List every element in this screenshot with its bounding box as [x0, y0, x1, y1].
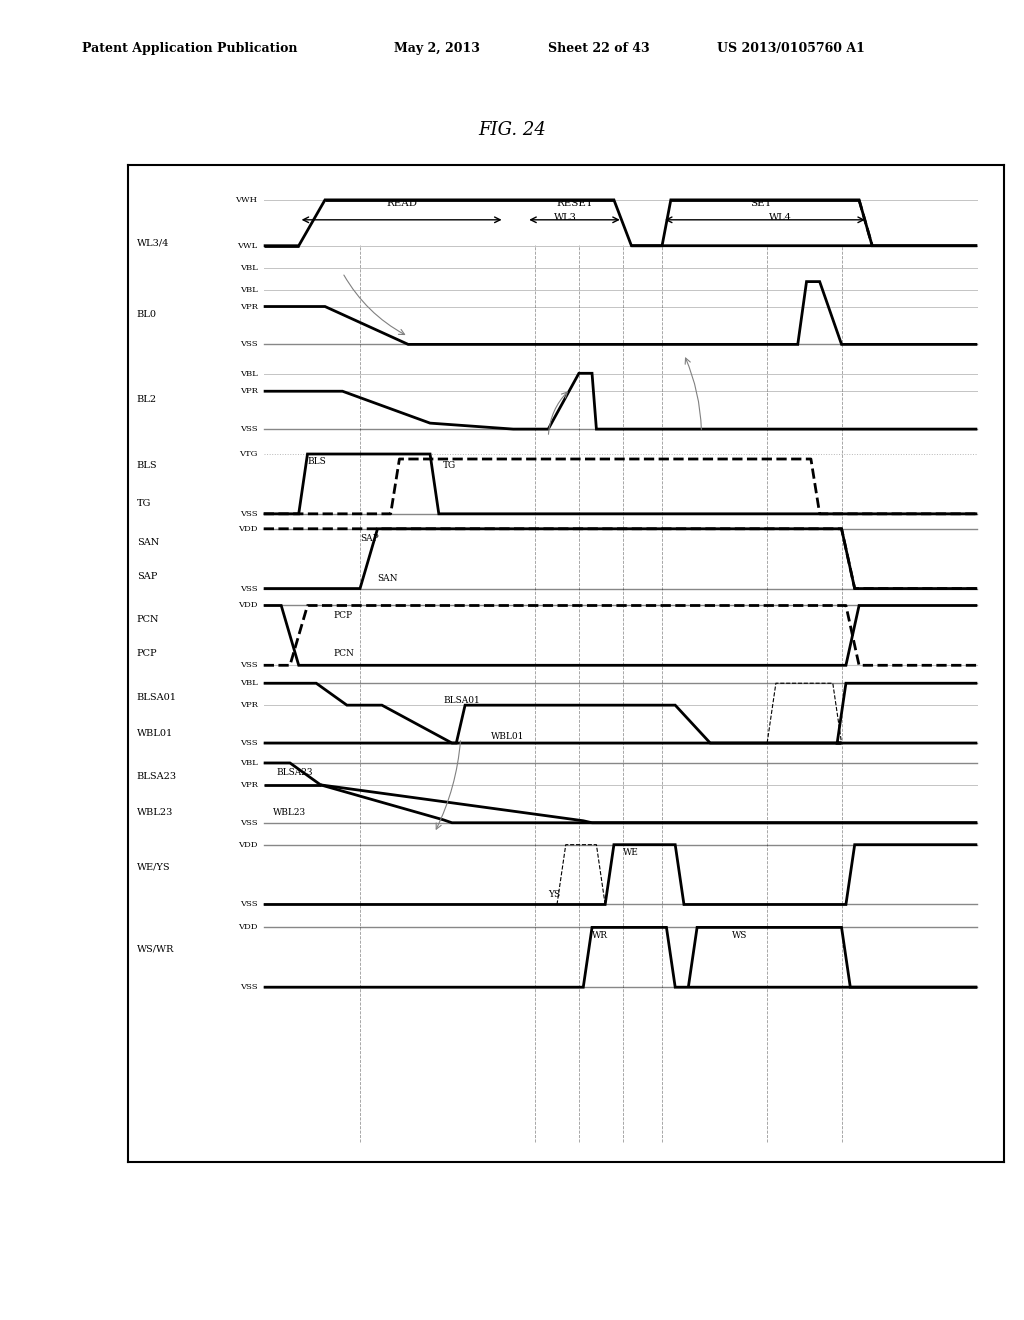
- Text: TG: TG: [443, 462, 457, 470]
- Text: VSS: VSS: [240, 510, 258, 517]
- Text: VBL: VBL: [240, 264, 258, 272]
- Text: VDD: VDD: [238, 924, 258, 932]
- Text: BLSA01: BLSA01: [443, 696, 480, 705]
- Text: WL4: WL4: [769, 214, 792, 222]
- Text: VSS: VSS: [240, 661, 258, 669]
- Text: BLSA23: BLSA23: [137, 772, 177, 781]
- Text: VSS: VSS: [240, 585, 258, 593]
- Text: WE: WE: [623, 849, 639, 857]
- Text: BL0: BL0: [137, 310, 157, 319]
- Text: WR: WR: [592, 931, 608, 940]
- Text: BLS: BLS: [137, 462, 158, 470]
- Text: PCP: PCP: [334, 611, 353, 620]
- Text: VPR: VPR: [240, 302, 258, 310]
- Text: WBL23: WBL23: [137, 808, 173, 817]
- Text: VSS: VSS: [240, 983, 258, 991]
- Text: May 2, 2013: May 2, 2013: [394, 42, 480, 55]
- Text: BLS: BLS: [307, 458, 327, 466]
- Text: PCP: PCP: [137, 649, 158, 657]
- Text: VSS: VSS: [240, 341, 258, 348]
- Text: READ: READ: [386, 199, 417, 207]
- Text: WBL01: WBL01: [137, 729, 173, 738]
- Text: VSS: VSS: [240, 818, 258, 826]
- Text: US 2013/0105760 A1: US 2013/0105760 A1: [717, 42, 864, 55]
- Text: VDD: VDD: [238, 602, 258, 610]
- Text: WE/YS: WE/YS: [137, 862, 170, 871]
- Text: VSS: VSS: [240, 425, 258, 433]
- Text: BL2: BL2: [137, 395, 157, 404]
- Text: SET: SET: [750, 199, 771, 207]
- Text: VPR: VPR: [240, 701, 258, 709]
- Text: VSS: VSS: [240, 739, 258, 747]
- Text: Patent Application Publication: Patent Application Publication: [82, 42, 297, 55]
- Text: VWH: VWH: [236, 195, 258, 203]
- Text: WS: WS: [732, 931, 748, 940]
- Text: RESET: RESET: [556, 199, 593, 207]
- Text: VPR: VPR: [240, 387, 258, 395]
- Text: WBL01: WBL01: [492, 731, 524, 741]
- Text: VPR: VPR: [240, 781, 258, 789]
- Text: WL3/4: WL3/4: [137, 238, 169, 247]
- Text: VTG: VTG: [240, 450, 258, 458]
- Text: YS: YS: [548, 890, 560, 899]
- Text: TG: TG: [137, 499, 152, 508]
- Text: WL3: WL3: [554, 214, 578, 222]
- Text: PCN: PCN: [334, 649, 354, 657]
- Text: VBL: VBL: [240, 680, 258, 688]
- Text: SAP: SAP: [360, 535, 379, 544]
- Text: WS/WR: WS/WR: [137, 945, 174, 954]
- Text: VBL: VBL: [240, 285, 258, 293]
- Text: BLSA23: BLSA23: [276, 768, 313, 777]
- Text: VSS: VSS: [240, 900, 258, 908]
- Text: SAP: SAP: [137, 572, 157, 581]
- Text: VBL: VBL: [240, 759, 258, 767]
- Text: VBL: VBL: [240, 371, 258, 379]
- Text: SAN: SAN: [378, 574, 398, 583]
- Text: VDD: VDD: [238, 841, 258, 849]
- Text: VWL: VWL: [238, 242, 258, 249]
- Text: BLSA01: BLSA01: [137, 693, 177, 702]
- Text: PCN: PCN: [137, 615, 160, 624]
- Text: SAN: SAN: [137, 539, 159, 548]
- Text: VDD: VDD: [238, 525, 258, 533]
- Text: FIG. 24: FIG. 24: [478, 121, 546, 140]
- Text: Sheet 22 of 43: Sheet 22 of 43: [548, 42, 649, 55]
- Text: WBL23: WBL23: [272, 808, 305, 817]
